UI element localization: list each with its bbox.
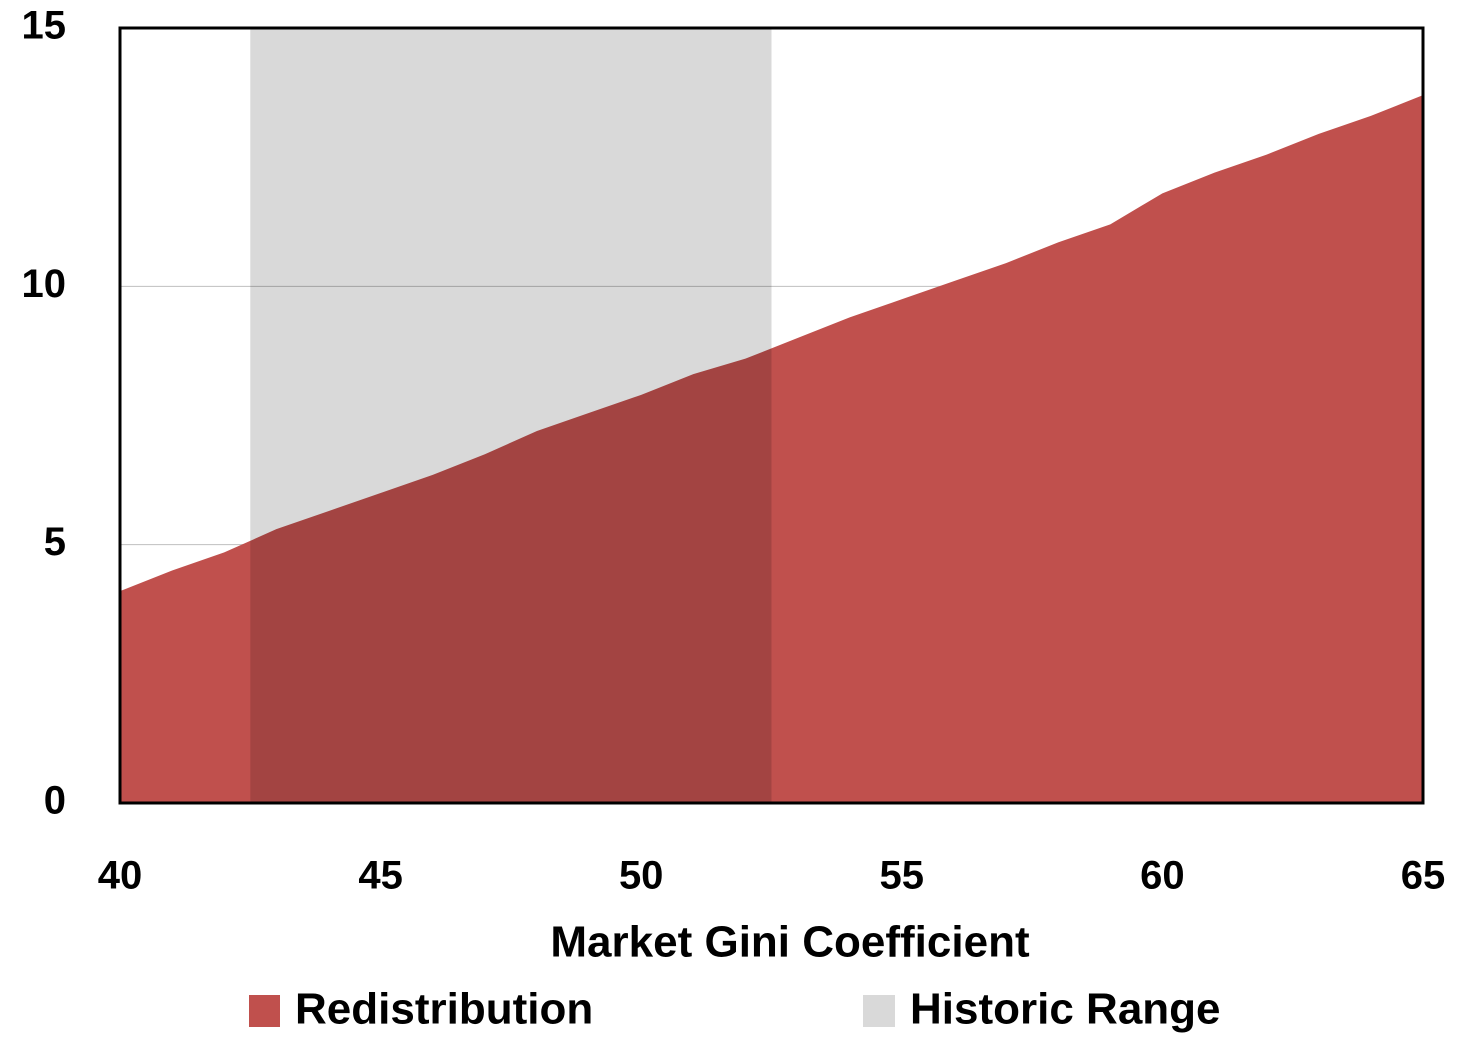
y-tick-label: 15 — [22, 4, 67, 48]
y-tick-label: 0 — [44, 779, 66, 823]
x-tick-label: 65 — [1401, 854, 1446, 898]
legend-swatch — [863, 995, 895, 1027]
x-axis-title: Market Gini Coefficient — [550, 918, 1030, 967]
historic-range — [250, 28, 772, 803]
y-tick-label: 5 — [44, 520, 66, 564]
x-tick-label: 50 — [619, 854, 664, 898]
legend-label: Redistribution — [295, 985, 593, 1034]
x-tick-label: 60 — [1140, 854, 1185, 898]
plot-frame — [118, 26, 1425, 805]
y-tick-label: 10 — [22, 262, 67, 306]
legend-swatch — [249, 995, 280, 1027]
x-tick-label: 55 — [880, 854, 925, 898]
legend-label: Historic Range — [910, 985, 1221, 1034]
x-tick-label: 40 — [98, 854, 143, 898]
x-tick-label: 45 — [358, 854, 403, 898]
